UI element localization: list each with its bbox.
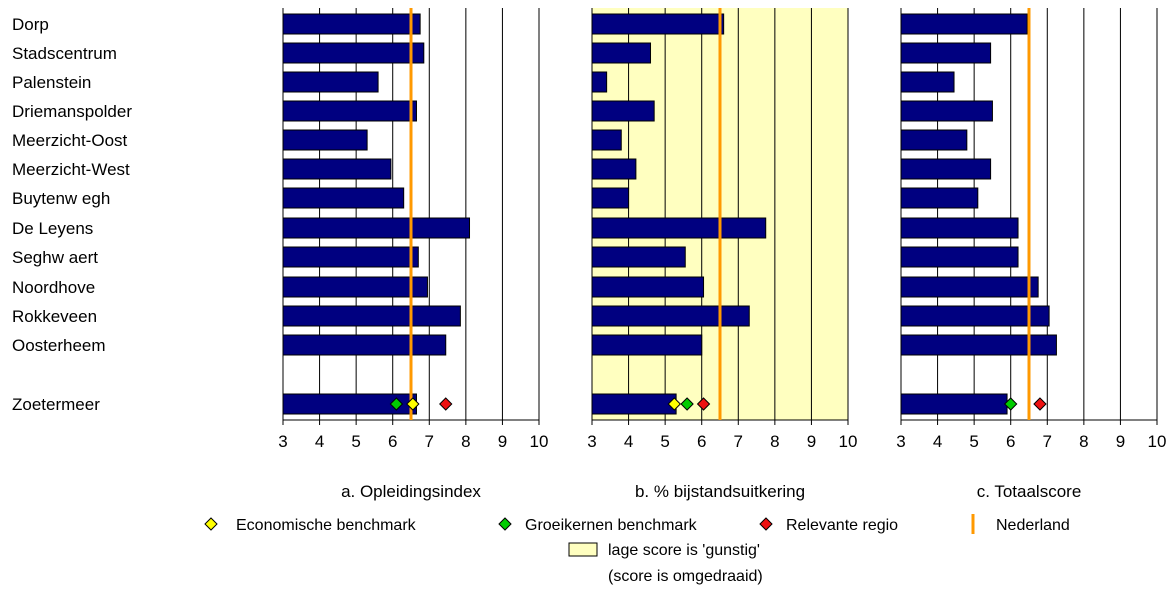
panel-c-bar <box>900 276 1039 298</box>
panel-b-tick-label: 7 <box>734 432 743 451</box>
category-label: Driemanspolder <box>12 102 132 121</box>
panel-c-tick-label: 9 <box>1116 432 1125 451</box>
panel-c-bar <box>900 305 1050 327</box>
panel-c-tick-label: 7 <box>1043 432 1052 451</box>
panel-c-relevante_regio-marker <box>1033 397 1047 411</box>
panel-c-groeikernen-marker <box>1004 397 1018 411</box>
legend-economisch-label: Economische benchmark <box>236 517 417 534</box>
panel-b-bar <box>591 393 677 415</box>
panel-a-bar <box>282 305 461 327</box>
panel-a-tick-label: 8 <box>461 432 470 451</box>
category-label: Meerzicht-Oost <box>12 131 128 150</box>
panel-b-tick-label: 8 <box>770 432 779 451</box>
panel-a-relevante_regio-marker <box>439 397 453 411</box>
panel-c-tick-label: 4 <box>933 432 942 451</box>
panel-b-bar <box>591 334 703 356</box>
legend-relevante_regio-label: Relevante regio <box>786 517 898 534</box>
panel-a-tick-label: 6 <box>388 432 397 451</box>
panel-c-bar <box>900 42 992 64</box>
panel-b-bar <box>591 217 767 239</box>
category-label: Noordhove <box>12 278 95 297</box>
legend-nederland-label: Nederland <box>996 517 1070 534</box>
panel-a-tick-label: 4 <box>315 432 324 451</box>
panel-a-bar <box>282 158 392 180</box>
panel-b-bar <box>591 42 652 64</box>
panel-b-economisch-marker <box>667 397 681 411</box>
panel-b-groeikernen-marker <box>680 397 694 411</box>
panel-c-tick-label: 10 <box>1148 432 1167 451</box>
panel-b-tick-label: 5 <box>660 432 669 451</box>
panel-a-tick-label: 7 <box>425 432 434 451</box>
panel-a-bar <box>282 13 421 35</box>
panel-a-bar <box>282 129 368 151</box>
legend-shade-swatch <box>568 542 598 557</box>
panel-b-bar <box>591 158 637 180</box>
panel-b-tick-label: 3 <box>587 432 596 451</box>
panel-b-bar <box>591 305 750 327</box>
panel-a-groeikernen-marker <box>389 397 404 411</box>
legend-shade-note: (score is omgedraaid) <box>608 568 763 585</box>
panel-c-title: c. Totaalscore <box>977 482 1082 501</box>
category-label: Seghw aert <box>12 248 98 267</box>
panel-b-bar <box>591 129 622 151</box>
panel-b-tick-label: 6 <box>697 432 706 451</box>
panel-b-bar <box>591 187 630 209</box>
panel-c-tick-label: 8 <box>1079 432 1088 451</box>
panel-a-bar <box>282 100 417 122</box>
panel-c-bar <box>900 187 979 209</box>
panel-a-bar <box>282 187 405 209</box>
panel-b-tick-label: 10 <box>839 432 858 451</box>
panel-a-bar <box>282 334 447 356</box>
legend-economisch-marker <box>204 517 218 531</box>
category-label: Stadscentrum <box>12 44 117 63</box>
panel-b-bar <box>591 71 608 93</box>
panel-b-relevante_regio-marker <box>696 397 711 411</box>
panel-c-bar <box>900 334 1057 356</box>
panel-c-bar <box>900 217 1019 239</box>
panel-c-bar <box>900 246 1019 268</box>
category-label: Buytenw egh <box>12 189 110 208</box>
category-label: Dorp <box>12 15 49 34</box>
panel-b-title: b. % bijstandsuitkering <box>635 482 805 501</box>
legend-shade-label: lage score is 'gunstig' <box>608 542 760 559</box>
panel-c-tick-label: 3 <box>896 432 905 451</box>
panel-c-tick-label: 5 <box>969 432 978 451</box>
category-label: Oosterheem <box>12 336 106 355</box>
legend-relevante_regio-marker <box>759 517 773 531</box>
panel-b-bar <box>591 100 655 122</box>
panel-b-bar <box>591 276 705 298</box>
panel-b-tick-label: 9 <box>807 432 816 451</box>
panel-a-bar <box>282 246 419 268</box>
panel-b-bar <box>591 246 686 268</box>
panel-c-bar <box>900 100 993 122</box>
panel-a-title: a. Opleidingsindex <box>341 482 481 501</box>
category-label: Palenstein <box>12 73 91 92</box>
panel-a-tick-label: 3 <box>278 432 287 451</box>
panel-a-bar <box>282 42 425 64</box>
panel-a-bar <box>282 71 379 93</box>
panel-c-tick-label: 6 <box>1006 432 1015 451</box>
panel-c-bar <box>900 129 968 151</box>
category-label: Zoetermeer <box>12 395 100 414</box>
category-label: Rokkeveen <box>12 307 97 326</box>
panel-a-tick-label: 9 <box>498 432 507 451</box>
panel-a-bar <box>282 217 471 239</box>
panel-a-bar <box>282 276 428 298</box>
category-label: De Leyens <box>12 219 93 238</box>
legend-groeikernen-label: Groeikernen benchmark <box>525 517 698 534</box>
panel-a-economisch-marker <box>406 397 420 411</box>
legend-groeikernen-marker <box>498 517 512 531</box>
panel-a-tick-label: 10 <box>530 432 549 451</box>
panel-a-tick-label: 5 <box>351 432 360 451</box>
panel-b-bar <box>591 13 725 35</box>
panel-c-bar <box>900 71 955 93</box>
panel-c-bar <box>900 393 1008 415</box>
panel-b-tick-label: 4 <box>624 432 633 451</box>
category-label: Meerzicht-West <box>12 160 130 179</box>
panel-c-bar <box>900 13 1028 35</box>
panel-c-bar <box>900 158 992 180</box>
